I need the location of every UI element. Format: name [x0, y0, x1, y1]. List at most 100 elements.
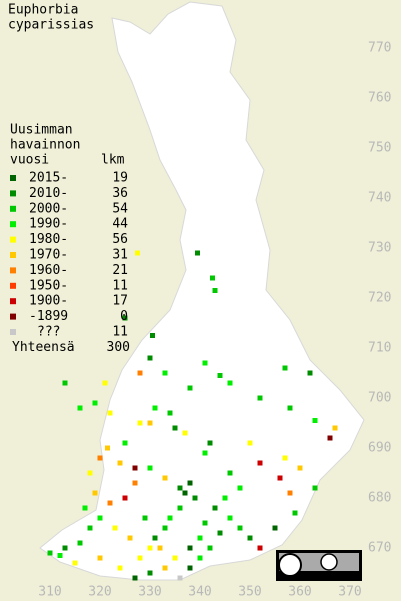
- finland-outline: [39, 1, 365, 581]
- title: cyparissias: [8, 18, 94, 33]
- observation-square: [287, 405, 293, 411]
- observation-square: [77, 540, 83, 546]
- observation-square: [122, 440, 128, 446]
- observation-square: [227, 470, 233, 476]
- observation-square: [142, 515, 148, 521]
- by-icon: [320, 553, 338, 571]
- observation-square: [217, 530, 223, 536]
- observation-square: [237, 525, 243, 531]
- y-tick-label: 710: [368, 341, 391, 356]
- observation-square: [92, 400, 98, 406]
- x-tick-label: 350: [238, 585, 261, 600]
- legend-label: 1900-: [29, 294, 68, 309]
- observation-square: [97, 555, 103, 561]
- observation-square: [277, 475, 283, 481]
- observation-square: [210, 275, 215, 281]
- legend-label: 1980-: [29, 232, 68, 247]
- y-tick-label: 770: [368, 41, 391, 56]
- observation-square: [332, 425, 338, 431]
- cc-icon: [278, 553, 302, 577]
- legend-total: 300: [107, 340, 130, 355]
- legend-label: -1899: [29, 309, 68, 324]
- observation-square: [147, 420, 153, 426]
- legend-count: 31: [112, 248, 128, 263]
- observation-square: [292, 510, 298, 516]
- observation-square: [257, 545, 263, 551]
- legend-header: Uusimman: [10, 123, 73, 138]
- observation-square: [172, 425, 178, 431]
- observation-square: [147, 465, 153, 471]
- observation-square: [227, 380, 233, 386]
- observation-square: [312, 418, 318, 423]
- y-tick-label: 670: [368, 541, 391, 556]
- observation-square: [247, 440, 253, 446]
- observation-square: [282, 455, 288, 461]
- observation-square: [107, 410, 113, 416]
- observation-square: [167, 515, 173, 521]
- observation-square: [107, 500, 113, 506]
- legend-count: 21: [112, 263, 128, 278]
- observation-square: [217, 373, 223, 378]
- y-tick-label: 720: [368, 291, 391, 306]
- observation-square: [147, 545, 153, 551]
- legend-count: 54: [112, 201, 128, 216]
- observation-square: [202, 360, 208, 366]
- observation-square: [182, 490, 188, 496]
- legend-count: 19: [112, 171, 128, 186]
- observation-square: [197, 555, 203, 561]
- observation-square: [117, 565, 123, 571]
- observation-square: [212, 288, 218, 293]
- observation-square: [87, 525, 93, 531]
- legend-label: 2015-: [29, 171, 68, 186]
- legend-label: 2010-: [29, 186, 68, 201]
- legend-label: 1990-: [29, 217, 68, 232]
- observation-square: [92, 490, 98, 496]
- observation-square: [102, 380, 108, 386]
- observation-square: [47, 550, 53, 556]
- observation-square: [197, 535, 203, 541]
- observation-square: [147, 570, 153, 576]
- observation-square: [207, 440, 213, 446]
- observation-square: [207, 545, 213, 551]
- observation-square: [172, 555, 178, 561]
- observation-square: [122, 495, 128, 501]
- observation-square: [162, 565, 168, 571]
- legend-swatch: [10, 298, 16, 305]
- title: Euphorbia: [8, 3, 78, 18]
- legend-total-label: Yhteensä: [12, 340, 75, 355]
- observation-square: [222, 495, 228, 501]
- observation-square: [282, 365, 288, 371]
- observation-square: [150, 333, 155, 338]
- observation-square: [112, 525, 118, 531]
- observation-square: [177, 505, 183, 511]
- legend-count: 11: [112, 325, 128, 340]
- observation-square: [182, 430, 188, 436]
- observation-square: [272, 525, 278, 531]
- observation-square: [195, 250, 200, 256]
- legend-label: ???: [37, 325, 60, 340]
- y-tick-label: 680: [368, 491, 391, 506]
- observation-square: [77, 405, 83, 411]
- x-tick-label: 370: [338, 585, 361, 600]
- observation-square: [297, 465, 303, 471]
- legend-swatch: [10, 329, 16, 335]
- observation-square: [157, 545, 163, 551]
- observation-square: [152, 405, 158, 411]
- observation-square: [72, 560, 78, 566]
- observation-square: [202, 520, 208, 526]
- observation-square: [192, 495, 198, 501]
- observation-square: [117, 460, 123, 466]
- observation-square: [62, 545, 68, 551]
- observation-square: [137, 420, 143, 426]
- legend-count: 0: [120, 309, 128, 324]
- y-tick-label: 690: [368, 441, 391, 456]
- observation-square: [257, 395, 263, 401]
- observation-square: [202, 450, 208, 456]
- observation-square: [162, 525, 168, 531]
- observation-square: [105, 445, 110, 451]
- legend-swatch: [10, 190, 16, 197]
- observation-square: [212, 505, 218, 511]
- x-tick-label: 320: [88, 585, 111, 600]
